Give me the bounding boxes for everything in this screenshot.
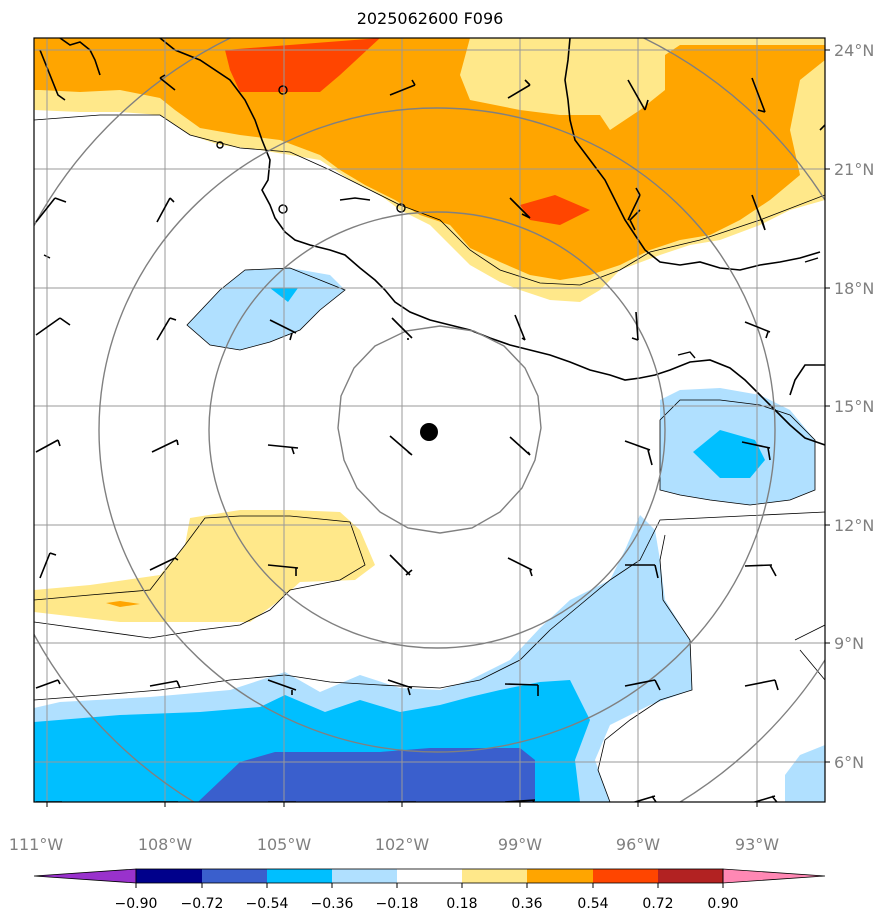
wind-barb [624,679,661,691]
lon-label: 108°W [138,835,193,854]
wind-barb [624,440,653,466]
wind-barb [39,552,57,579]
wind-barb [150,801,178,802]
wind-barb [268,801,296,802]
colorbar-segment [527,869,593,883]
wind-barb [389,435,413,456]
wind-barb [389,554,413,576]
lat-label: 6°N [834,753,864,772]
wind-barb [159,74,176,91]
wind-barb [267,444,299,455]
wind-barb [35,679,61,689]
wind-barb [751,194,766,231]
wind-barb [269,319,297,341]
wind-barb [509,436,531,456]
lat-label: 15°N [834,397,874,416]
wind-barb [36,801,62,802]
wind-barb [514,314,526,341]
lon-label: 111°W [9,835,64,854]
wind-barb [387,679,413,696]
wind-barb [741,441,771,461]
wind-barb [151,439,179,453]
lat-label: 21°N [834,160,874,179]
range-rings [34,38,825,802]
colorbar-tick-label: 0.18 [446,896,477,912]
wind-barb [744,321,771,339]
map-content [34,38,825,802]
wind-barb [631,311,639,341]
coastline [39,38,825,446]
lat-label: 12°N [834,516,874,535]
wind-barb [35,317,71,336]
wind-barb [35,439,61,453]
colorbar-segment [658,869,723,883]
wind-barb [625,564,659,579]
colorbar-segment [267,869,332,883]
lat-label: 24°N [834,41,874,60]
colorbar-tick-label: 0.54 [577,896,608,912]
contour-fill-0.36-0.54 [34,38,825,280]
colorbar-tick-label: 0.90 [707,896,738,912]
colorbar-tick-label: −0.72 [181,896,224,912]
wind-barb [509,197,531,219]
map-frame [33,37,826,803]
colorbar-tick-label: 0.36 [511,896,542,912]
lon-axis: 111°W 108°W 105°W 102°W 99°W 96°W 93°W [9,802,779,854]
wind-barb [744,564,777,577]
wind-barb [389,79,416,96]
colorbar-segment [332,869,397,883]
lon-label: 105°W [257,835,312,854]
storm-center-marker [420,423,438,441]
colorbar-segment [202,869,267,883]
wind-barb [744,679,779,691]
colorbar-segment [462,869,527,883]
colorbar-segment [136,869,202,883]
lat-axis: 24°N 21°N 18°N 15°N 12°N 9°N 6°N [825,41,874,772]
lat-label: 9°N [834,634,864,653]
wind-barb [507,557,533,577]
wind-barb [632,795,657,802]
colorbar-segment [397,869,462,883]
wind-barb [391,317,413,340]
lon-label: 99°W [498,835,542,854]
wind-barb [388,801,416,802]
map-title: 2025062600 F096 [356,9,504,28]
colorbar-segment [593,869,658,883]
colorbar-extend-max [722,868,826,884]
contour-fill-southwest-warm [34,510,375,622]
wind-barb [156,317,177,341]
lon-label: 93°W [735,835,779,854]
colorbar-tick-label: −0.36 [311,896,354,912]
colorbar-extend-min [33,868,137,884]
wind-barb [627,187,641,221]
wind-barb [507,79,531,99]
wind-barb [149,557,179,571]
colorbar: −0.90 −0.72 −0.54 −0.36 −0.18 0.18 0.36 … [33,868,826,912]
wind-barb [267,679,297,695]
wind-barb [35,197,67,223]
wind-barb [752,795,778,802]
wind-barbs [35,74,779,802]
contour-lines [34,114,825,802]
wind-barb [149,680,181,689]
wind-barb [627,79,649,111]
colorbar-tick-label: −0.18 [376,896,419,912]
contour-fill-0.54-0.72 [225,38,590,225]
lon-label: 102°W [375,835,430,854]
lat-label: 18°N [834,279,874,298]
wind-barb [504,683,539,696]
wind-barb [267,564,299,576]
colorbar-tick-label: −0.90 [115,896,158,912]
lon-label: 96°W [616,835,660,854]
contour-fill-negative-east [660,388,815,505]
colorbar-tick-label: −0.54 [246,896,289,912]
colorbar-tick-label: 0.72 [642,896,673,912]
graticule [34,38,825,802]
wind-barb [751,77,766,113]
islands [43,85,819,359]
wind-barb [156,197,175,223]
